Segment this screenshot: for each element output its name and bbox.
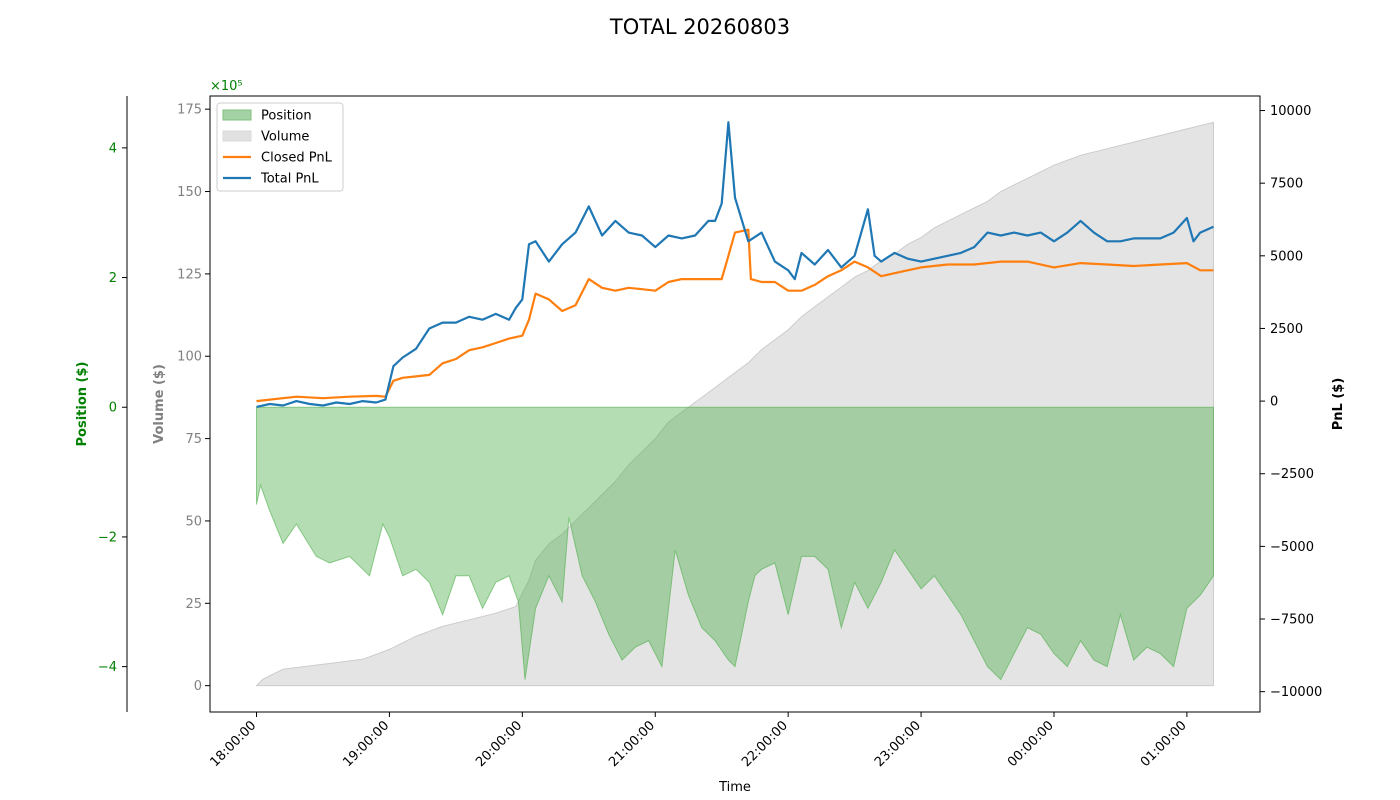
x-tick-label: 00:00:00 <box>1005 718 1057 770</box>
volume-tick-label: 100 <box>177 350 202 365</box>
pnl-tick-label: −5000 <box>1270 540 1314 555</box>
pnl-tick-label: 10000 <box>1270 104 1311 119</box>
x-tick-label: 23:00:00 <box>872 718 924 770</box>
x-tick-label: 19:00:00 <box>340 718 392 770</box>
position-tick-label: 0 <box>109 401 117 416</box>
legend: Position Volume Closed PnL Total PnL <box>216 102 344 192</box>
position-area <box>256 406 1214 681</box>
pnl-tick-label: 5000 <box>1270 249 1303 264</box>
position-axis-label: Position ($) <box>75 362 90 447</box>
pnl-tick-label: −2500 <box>1270 467 1314 482</box>
legend-swatch <box>222 130 252 142</box>
x-tick-label: 18:00:00 <box>207 718 259 770</box>
pnl-tick-label: 0 <box>1270 395 1278 410</box>
x-tick-label: 21:00:00 <box>606 718 658 770</box>
legend-box <box>216 102 344 192</box>
position-tick-label: −4 <box>98 660 117 675</box>
total-pnl-line <box>256 121 1214 408</box>
pnl-tick-label: −7500 <box>1270 613 1314 628</box>
position-multiplier: ×10⁵ <box>210 79 243 94</box>
legend-label: Closed PnL <box>261 151 333 166</box>
pnl-tick-label: 2500 <box>1270 322 1303 337</box>
volume-tick-label: 75 <box>185 432 202 447</box>
pnl-axis-label: PnL ($) <box>1331 378 1346 431</box>
volume-tick-label: 175 <box>177 103 202 118</box>
volume-tick-label: 125 <box>177 267 202 282</box>
legend-swatch <box>222 109 252 121</box>
pnl-tick-label: −10000 <box>1270 685 1322 700</box>
x-tick-label: 20:00:00 <box>473 718 525 770</box>
plot-area <box>255 121 1214 687</box>
position-tick-label: −2 <box>98 530 117 545</box>
closed-pnl-line <box>256 228 1214 403</box>
legend-label: Total PnL <box>260 172 319 187</box>
volume-tick-label: 150 <box>177 185 202 200</box>
legend-label: Volume <box>261 130 309 145</box>
volume-tick-label: 50 <box>185 514 202 529</box>
volume-tick-label: 0 <box>194 679 202 694</box>
volume-area <box>255 121 1214 687</box>
position-tick-label: 4 <box>109 141 117 156</box>
x-axis-label: Time <box>718 780 751 795</box>
volume-tick-label: 25 <box>185 597 202 612</box>
volume-axis-label: Volume ($) <box>152 364 167 444</box>
x-tick-label: 01:00:00 <box>1138 718 1190 770</box>
legend-label: Position <box>261 109 312 124</box>
chart-title: TOTAL 20260803 <box>609 15 790 39</box>
x-tick-label: 22:00:00 <box>739 718 791 770</box>
position-tick-label: 2 <box>109 271 117 286</box>
plot-frame <box>209 95 1261 713</box>
pnl-tick-label: 7500 <box>1270 177 1303 192</box>
